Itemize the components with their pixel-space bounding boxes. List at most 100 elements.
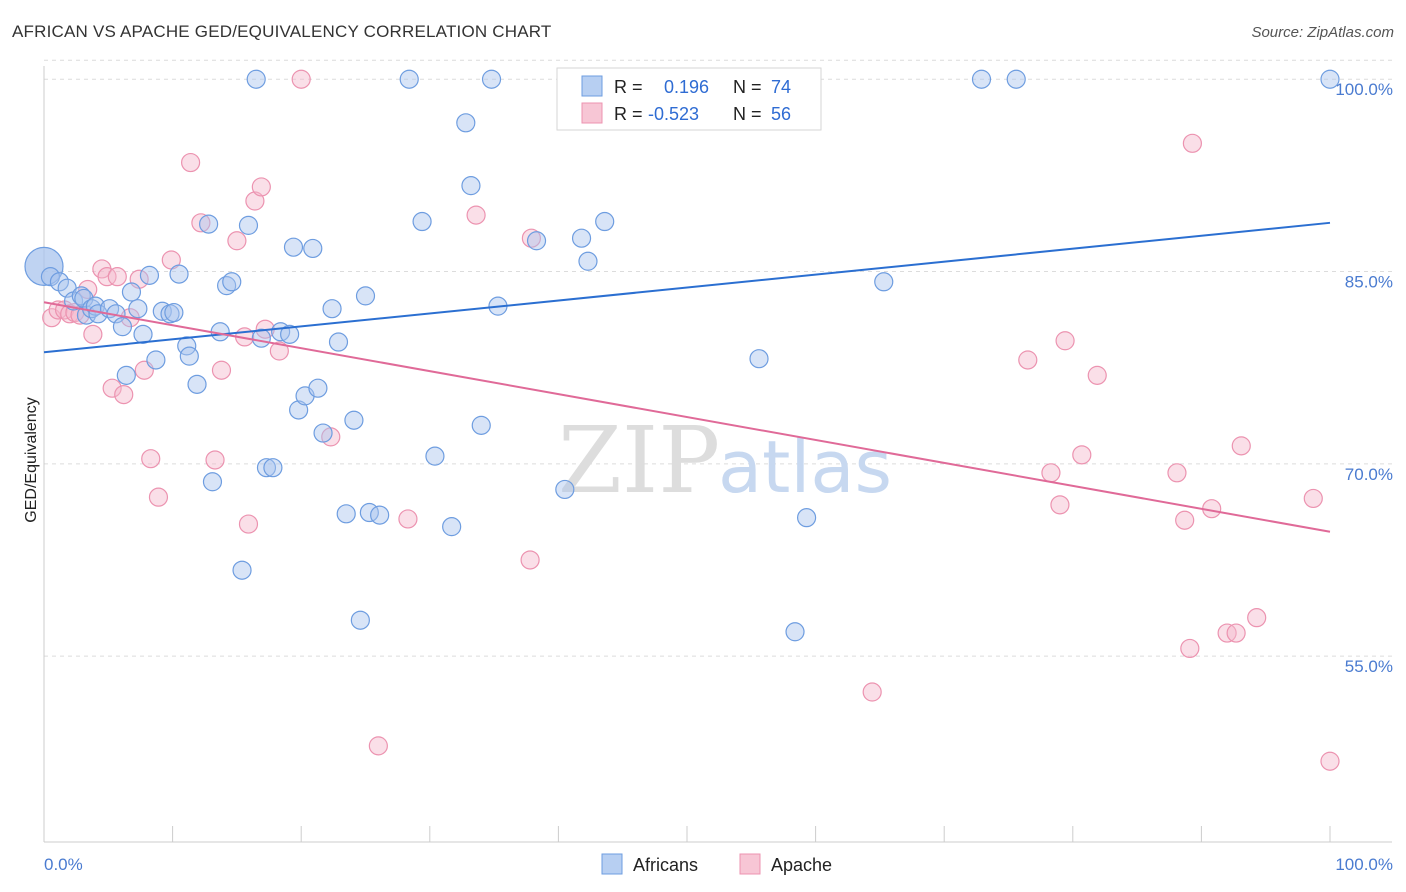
apache-point [398,509,418,529]
africans-point [232,560,252,580]
x-tick-label-max: 100.0% [1335,855,1393,874]
chart-title: AFRICAN VS APACHE GED/EQUIVALENCY CORREL… [12,22,552,41]
apache-point [211,360,232,380]
legend-n-label-2: N = [733,104,762,124]
apache-points [42,69,1340,771]
apache-point [520,550,540,570]
apache-point [1247,608,1267,628]
apache-point [1180,638,1200,659]
x-tick-label-min: 0.0% [44,855,83,874]
apache-point [205,450,225,470]
y-tick-label: 85.0% [1345,273,1393,292]
watermark-zip: ZIP [558,407,720,514]
africans-point [785,622,805,642]
series-label-apache: Apache [771,855,832,875]
apache-point [1226,623,1246,643]
africans-point [24,246,64,286]
africans-point [263,458,283,478]
apache-point [862,682,882,702]
apache-point [1018,350,1038,370]
legend-n-value-2: 56 [771,104,791,124]
apache-point [245,191,265,211]
africans-point [526,231,547,251]
apache-point [107,267,127,287]
africans-point [199,214,219,234]
africans-point [246,69,266,89]
africans-point [595,211,615,232]
africans-point [399,69,419,89]
apache-point [368,736,388,756]
apache-point [1231,436,1251,456]
axes [43,66,1392,843]
africans-point [121,282,142,302]
series-swatch-africans [601,853,623,875]
africans-point [179,346,199,366]
africans-point [303,238,323,259]
y-tick-label: 100.0% [1335,80,1393,99]
y-axis-label: GED/Equivalency [23,397,40,522]
africans-point [283,237,304,257]
apache-point [1175,510,1195,530]
apache-point [251,177,271,197]
apache-point [141,449,161,469]
apache-point [466,205,486,225]
apache-point [1055,331,1075,351]
apache-point [1167,463,1187,483]
africans-point [139,265,160,285]
series-legend: Africans Apache [601,853,832,875]
africans-point [1006,69,1026,89]
apache-point [521,228,541,248]
africans-point [355,286,376,306]
africans-point [442,517,462,537]
africans-point [350,610,370,630]
africans-point [370,505,390,525]
africans-point [471,415,491,435]
africans-point [164,302,184,323]
africans-point [289,400,309,420]
africans-point [256,458,277,478]
apache-point [114,384,134,405]
apache-point [227,231,247,251]
correlation-legend: R = 0.196 N = 74 R = -0.523 N = 56 [556,67,822,131]
gridlines [44,59,1392,657]
africans-point [481,69,502,89]
africans-point [71,286,91,306]
africans-trend-line [43,221,1331,354]
apache-point [291,69,311,89]
apache-point [238,514,259,534]
africans-point [169,264,189,284]
apache-point [1320,751,1340,771]
legend-r-label-2: R = [614,104,643,124]
africans-point [412,211,432,232]
apache-point [1087,365,1107,385]
apache-point [102,378,122,398]
africans-points [24,69,1340,642]
x-tick-labels: 0.0% 100.0% [44,855,1393,874]
africans-point [796,508,817,528]
africans-point [187,374,207,394]
apache-point [148,487,169,507]
africans-point [425,446,445,466]
apache-point [269,341,289,361]
legend-r-label-1: R = [614,77,643,97]
africans-point [1320,69,1340,89]
apache-point [97,267,117,287]
africans-point [133,324,153,344]
apache-point [1050,495,1070,515]
africans-point [280,324,300,344]
africans-point [217,276,237,296]
apache-point [1182,133,1202,153]
africans-point [74,288,94,309]
apache-point [1072,445,1092,465]
legend-r-value-1: 0.196 [664,77,709,97]
y-tick-label: 55.0% [1345,657,1393,676]
africans-point [971,69,992,89]
y-tick-label: 70.0% [1345,465,1393,484]
africans-point [578,251,598,271]
africans-point [313,423,333,443]
africans-point [322,299,342,319]
apache-trend-line [43,301,1331,533]
legend-n-label-1: N = [733,77,762,97]
africans-point [146,350,166,370]
legend-swatch-apache [581,102,603,124]
